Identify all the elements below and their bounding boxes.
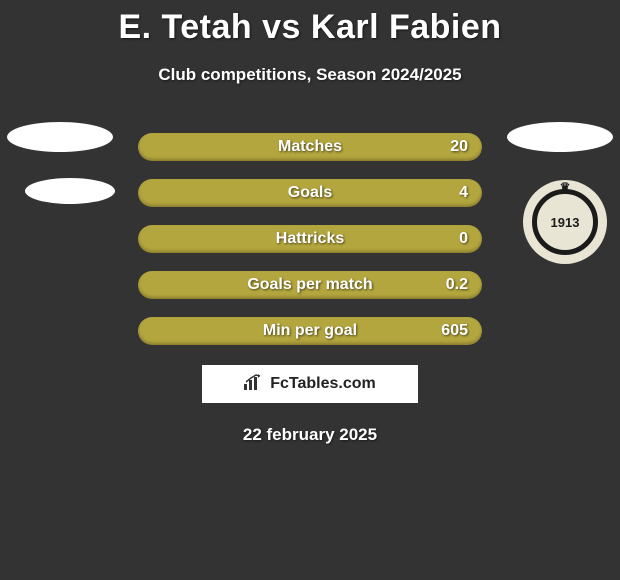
stat-row-min-per-goal: Min per goal 605 xyxy=(138,317,482,345)
stat-value-right: 0 xyxy=(459,230,468,248)
stat-label: Goals xyxy=(288,184,332,202)
stat-label: Matches xyxy=(278,138,342,156)
stat-value-right: 605 xyxy=(441,322,468,340)
stats-area: Matches 20 Goals 4 Hattricks 0 Goals per… xyxy=(0,133,620,445)
brand-box[interactable]: FcTables.com xyxy=(202,365,418,403)
stat-value-right: 4 xyxy=(459,184,468,202)
brand-text: FcTables.com xyxy=(270,375,376,393)
stat-label: Hattricks xyxy=(276,230,344,248)
chart-icon xyxy=(244,374,264,395)
stat-label: Goals per match xyxy=(247,276,372,294)
stat-row-matches: Matches 20 xyxy=(138,133,482,161)
stat-value-right: 20 xyxy=(450,138,468,156)
date-text: 22 february 2025 xyxy=(0,425,620,445)
page-subtitle: Club competitions, Season 2024/2025 xyxy=(0,65,620,85)
page-title: E. Tetah vs Karl Fabien xyxy=(0,0,620,47)
stat-value-right: 0.2 xyxy=(446,276,468,294)
stat-label: Min per goal xyxy=(263,322,357,340)
stat-row-goals: Goals 4 xyxy=(138,179,482,207)
stat-row-hattricks: Hattricks 0 xyxy=(138,225,482,253)
stat-row-goals-per-match: Goals per match 0.2 xyxy=(138,271,482,299)
